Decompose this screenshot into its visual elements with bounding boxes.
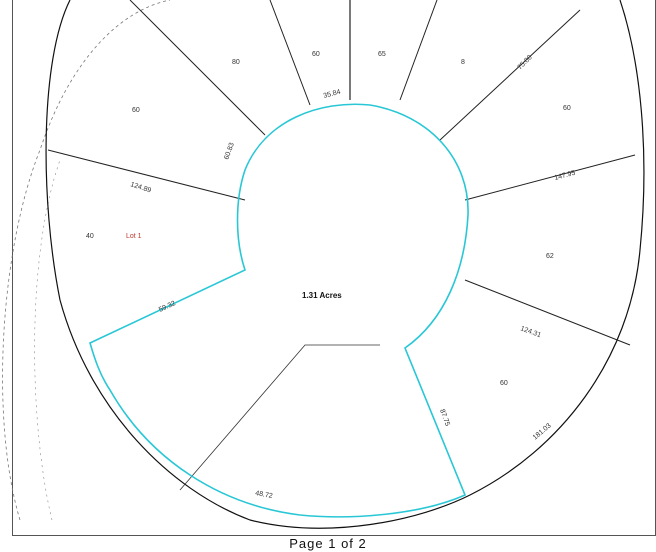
dimension-label: 87.75 xyxy=(438,408,451,427)
parcel-line xyxy=(47,149,246,201)
dimension-label: 124.89 xyxy=(129,181,152,194)
parcel-label: 8 xyxy=(461,59,465,66)
highlighted-lot-boundary xyxy=(89,103,469,518)
dimension-label: 48.72 xyxy=(255,490,274,500)
dimension-label: 75.00 xyxy=(516,54,533,71)
road-right-of-way-inner xyxy=(34,159,61,521)
parcel-label: 60 xyxy=(132,107,140,114)
parcel-label: 60 xyxy=(500,380,508,387)
dimension-label: 60.83 xyxy=(223,142,236,161)
parcel-line xyxy=(269,0,311,106)
road-right-of-way-outer xyxy=(2,0,171,521)
dimension-label: 124.31 xyxy=(519,325,542,339)
parcel-line xyxy=(464,279,631,346)
parcel-note: Lot 1 xyxy=(126,233,142,240)
parcel-line xyxy=(129,0,266,136)
dimension-label: 59.32 xyxy=(158,300,177,314)
parcel-line xyxy=(439,9,581,141)
easement-line xyxy=(179,344,380,491)
parcel-line xyxy=(464,154,636,201)
parcel-label: 62 xyxy=(546,253,554,260)
page-indicator: Page 1 of 2 xyxy=(289,536,367,551)
parcel-label: 65 xyxy=(378,51,386,58)
parcel-label: 80 xyxy=(232,59,240,66)
parcel-label: 60 xyxy=(563,105,571,112)
area-label: 1.31 Acres xyxy=(302,291,342,300)
subdivision-boundary-arc xyxy=(45,0,645,529)
dimension-label: 147.95 xyxy=(554,170,577,182)
parcel-label: 40 xyxy=(86,233,94,240)
dimension-label: 35.84 xyxy=(323,89,342,100)
parcel-label: 60 xyxy=(312,51,320,58)
parcel-line xyxy=(399,0,438,101)
